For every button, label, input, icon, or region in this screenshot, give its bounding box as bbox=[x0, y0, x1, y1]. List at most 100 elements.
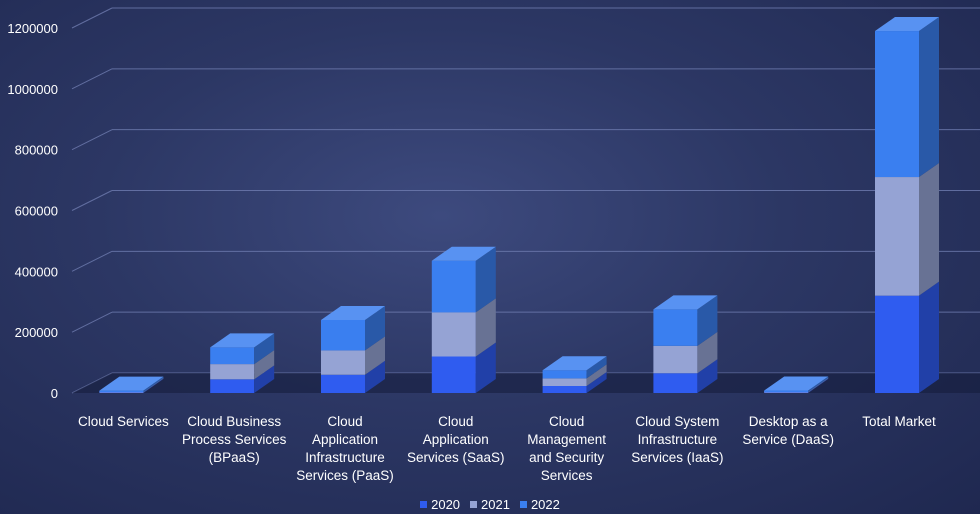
x-tick-label-line: Services (IaaS) bbox=[631, 450, 723, 465]
bar-side-2021-3 bbox=[475, 298, 496, 357]
bar-side-2020-1 bbox=[254, 365, 275, 393]
bars bbox=[99, 17, 939, 393]
bar-side-2021-5 bbox=[697, 331, 718, 374]
bar-top-7 bbox=[875, 17, 939, 32]
bar-2022-1 bbox=[210, 347, 255, 365]
x-tick-label-line: Services (SaaS) bbox=[407, 450, 505, 465]
x-tick-label-line: Infrastructure bbox=[638, 432, 718, 447]
x-tick-label-7: Total Market bbox=[862, 414, 936, 429]
x-tick-label-line: Service (DaaS) bbox=[742, 432, 834, 447]
y-tick-label-1: 200000 bbox=[15, 325, 58, 340]
x-tick-label-line: Application bbox=[312, 432, 378, 447]
bar-side-2021-4 bbox=[586, 364, 607, 387]
bar-stack-5 bbox=[653, 295, 718, 393]
x-tick-label-line: Management bbox=[527, 432, 606, 447]
x-tick-label-line: Cloud bbox=[549, 414, 584, 429]
bar-side-2021-2 bbox=[365, 336, 385, 375]
bar-top-4 bbox=[542, 356, 607, 371]
legend-swatch-2022 bbox=[519, 501, 527, 508]
bar-stack-4 bbox=[542, 356, 607, 393]
bar-2020-4 bbox=[542, 386, 587, 393]
bar-side-2020-5 bbox=[697, 359, 718, 393]
y-tick-label-5: 1000000 bbox=[7, 82, 58, 97]
bar-side-2022-7 bbox=[919, 17, 939, 178]
bar-2022-7 bbox=[875, 31, 919, 178]
x-tick-label-line: and Security bbox=[529, 450, 604, 465]
gridline-wall-6 bbox=[71, 7, 113, 29]
bar-stack-0 bbox=[99, 376, 164, 393]
bar-side-2022-4 bbox=[586, 356, 607, 379]
x-tick-label-line: Cloud bbox=[438, 414, 473, 429]
bar-2021-7 bbox=[875, 177, 919, 296]
bar-2022-5 bbox=[653, 309, 698, 346]
bar-top-6 bbox=[764, 376, 829, 391]
bar-side-2022-3 bbox=[475, 246, 496, 313]
bar-side-2022-2 bbox=[365, 306, 385, 351]
y-tick-label-0: 0 bbox=[51, 386, 58, 401]
gridline-wall-3 bbox=[71, 190, 113, 211]
legend-label-2022: 2022 bbox=[530, 497, 560, 512]
x-tick-label-4: Cloud Management and Security Services bbox=[527, 414, 606, 483]
bar-2022-6 bbox=[764, 390, 809, 393]
y-tick-label-6: 1200000 bbox=[7, 21, 58, 36]
bar-2020-1 bbox=[210, 379, 255, 393]
bar-side-2020-7 bbox=[919, 281, 939, 393]
x-tick-label-line: Desktop as a bbox=[749, 414, 828, 429]
bar-2021-2 bbox=[321, 350, 365, 375]
x-axis-category-labels: Cloud Services Cloud Business Process Serv… bbox=[78, 414, 936, 483]
x-tick-label-line: Process Services bbox=[182, 432, 287, 447]
bar-side-2020-2 bbox=[365, 360, 385, 393]
bar-stack-3 bbox=[431, 246, 496, 393]
bar-stack-1 bbox=[210, 333, 275, 393]
bar-top-2 bbox=[321, 306, 385, 320]
bar-2021-3 bbox=[431, 312, 476, 357]
bar-side-2022-0 bbox=[143, 376, 164, 393]
x-tick-label-line: (BPaaS) bbox=[209, 450, 260, 465]
bar-side-2021-1 bbox=[254, 350, 275, 380]
bar-2022-0 bbox=[99, 390, 144, 393]
bar-2022-2 bbox=[321, 320, 365, 351]
x-tick-label-line: Services bbox=[541, 468, 593, 483]
bar-2021-4 bbox=[542, 378, 587, 387]
x-tick-label-line: Services (PaaS) bbox=[296, 468, 394, 483]
legend-item-2022: 2022 bbox=[519, 497, 560, 512]
bar-2020-5 bbox=[653, 373, 698, 393]
bar-2022-3 bbox=[431, 260, 476, 313]
gridline-wall-4 bbox=[71, 129, 113, 151]
gridlines bbox=[71, 7, 980, 394]
legend-item-2021: 2021 bbox=[470, 497, 510, 512]
bar-top-5 bbox=[653, 295, 718, 310]
legend-label-2020: 2020 bbox=[431, 497, 461, 512]
x-tick-label-3: Cloud Application Services (SaaS) bbox=[407, 414, 505, 465]
legend-swatch-2020 bbox=[420, 501, 428, 508]
x-tick-label-line: Cloud Business bbox=[187, 414, 281, 429]
bar-stack-6 bbox=[764, 376, 829, 393]
bar-2021-1 bbox=[210, 364, 255, 380]
x-tick-label-1: Cloud Business Process Services (BPaaS) bbox=[182, 414, 287, 465]
bar-side-2020-3 bbox=[475, 342, 496, 393]
legend-swatch-2021 bbox=[470, 501, 478, 508]
bar-top-0 bbox=[99, 376, 164, 391]
x-tick-label-0: Cloud Services bbox=[78, 414, 169, 429]
x-tick-label-2: Cloud Application Infrastructure Services (… bbox=[296, 414, 394, 483]
legend-label-2021: 2021 bbox=[481, 497, 510, 512]
bar-2020-2 bbox=[321, 374, 365, 393]
gridline-wall-2 bbox=[71, 250, 113, 272]
bar-stack-7 bbox=[875, 17, 939, 393]
legend-item-2020: 2020 bbox=[420, 497, 460, 512]
bar-top-3 bbox=[431, 246, 496, 261]
x-tick-label-line: Application bbox=[423, 432, 489, 447]
y-tick-label-4: 800000 bbox=[15, 143, 58, 158]
y-tick-label-2: 400000 bbox=[15, 264, 58, 279]
bar-side-2021-7 bbox=[919, 163, 939, 296]
bar-side-2020-4 bbox=[586, 372, 607, 393]
x-tick-label-5: Cloud System Infrastructure Services (IaaS… bbox=[631, 414, 723, 465]
x-tick-label-line: Total Market bbox=[862, 414, 936, 429]
bar-2021-5 bbox=[653, 345, 698, 374]
bar-top-1 bbox=[210, 333, 275, 348]
bar-2020-3 bbox=[431, 356, 476, 393]
bar-2022-4 bbox=[542, 370, 587, 379]
x-tick-label-line: Cloud bbox=[327, 414, 362, 429]
chart-floor bbox=[72, 373, 980, 393]
